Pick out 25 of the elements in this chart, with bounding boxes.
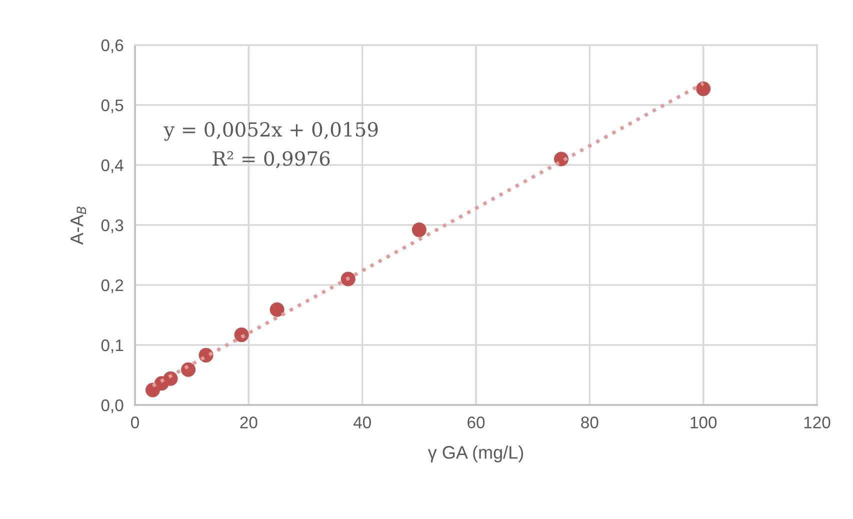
point	[163, 371, 178, 386]
annotation: y = 0,0052x + 0,0159	[164, 122, 378, 141]
point	[270, 302, 284, 317]
point	[340, 272, 356, 286]
x-tick-label: 40	[353, 416, 371, 428]
point	[696, 82, 711, 96]
y-tick-label: 0,1	[101, 339, 124, 354]
y-tick-label: 0,3	[101, 219, 124, 234]
y-axis-title: A-A$_{B}$	[70, 206, 86, 245]
x-axis-title: γ GA (mg/L)	[428, 446, 524, 462]
point	[180, 362, 196, 377]
y-tick-label: 0,2	[101, 279, 124, 294]
annotation: R² = 0,9976	[212, 151, 330, 168]
point	[234, 328, 249, 342]
x-tick-label: 100	[690, 416, 717, 428]
x-tick-label: 80	[581, 416, 598, 428]
y-tick-label: 0,0	[101, 399, 124, 414]
x-tick-label: 60	[468, 416, 485, 428]
x-tick-label: 0	[131, 416, 139, 428]
point	[412, 222, 426, 238]
x-tick-label: 20	[240, 416, 258, 428]
y-tick-label: 0,4	[101, 159, 124, 174]
x-tick-label: 120	[804, 416, 830, 428]
y-tick-label: 0,6	[101, 39, 124, 54]
y-tick-label: 0,5	[101, 99, 124, 114]
